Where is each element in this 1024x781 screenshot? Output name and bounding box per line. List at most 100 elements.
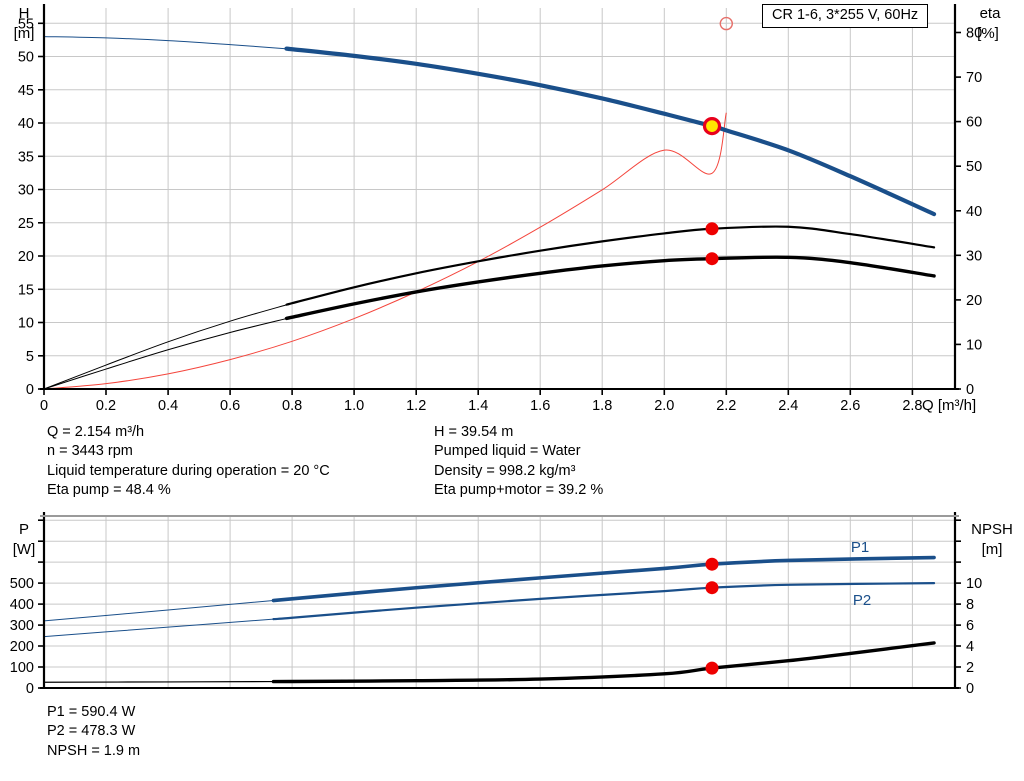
curve-h-head- bbox=[43, 36, 937, 217]
info-liquid-temp: Liquid temperature during operation = 20… bbox=[47, 462, 330, 479]
tick-label-eta: 20 bbox=[966, 293, 982, 309]
axis-label-p-unit: [W] bbox=[13, 541, 36, 558]
curve-segment-thin bbox=[43, 317, 290, 390]
tick-label-q: 1.8 bbox=[592, 398, 612, 414]
red-dot-marker bbox=[705, 252, 719, 266]
tick-label-p: 400 bbox=[10, 597, 34, 613]
series-label-p2: P2 bbox=[853, 592, 871, 609]
curve-p2-lower-black- bbox=[43, 255, 936, 390]
tick-label-p: 100 bbox=[10, 660, 34, 676]
curve-segment-thin bbox=[43, 618, 274, 638]
axis-label-h-unit: [m] bbox=[14, 25, 35, 42]
red-dot-marker bbox=[705, 222, 719, 236]
axis-label-npsh: NPSH bbox=[971, 521, 1013, 538]
info-q: Q = 2.154 m³/h bbox=[47, 424, 145, 440]
tick-label-q: 0 bbox=[40, 398, 48, 414]
info-n: n = 3443 rpm bbox=[47, 443, 133, 460]
tick-label-eta: 0 bbox=[966, 382, 974, 398]
tick-label-eta: 40 bbox=[966, 204, 982, 220]
tick-label-npsh: 4 bbox=[966, 639, 974, 655]
tick-label-h: 15 bbox=[18, 282, 34, 298]
info-p2: P2 = 478.3 W bbox=[47, 723, 136, 740]
curve-segment-thick bbox=[285, 225, 936, 306]
tick-label-h: 0 bbox=[26, 382, 34, 398]
curve-segment-thin bbox=[43, 36, 290, 50]
tick-label-q: 2.4 bbox=[778, 398, 798, 414]
curve-segment-thick bbox=[284, 46, 937, 217]
axis-label-p: P bbox=[19, 521, 29, 538]
tick-label-npsh: 2 bbox=[966, 660, 974, 676]
duty-info-right: H = 39.54 m Pumped liquid = Water Densit… bbox=[434, 423, 603, 501]
tick-label-h: 5 bbox=[26, 349, 34, 365]
pump-title-box: CR 1-6, 3*255 V, 60Hz bbox=[762, 4, 929, 28]
tick-label-h: 45 bbox=[18, 83, 34, 99]
tick-label-q: 0.4 bbox=[158, 398, 178, 414]
tick-label-q: 2.0 bbox=[654, 398, 674, 414]
curve-p1-upper-black- bbox=[43, 225, 936, 390]
tick-label-q: 0.6 bbox=[220, 398, 240, 414]
tick-label-npsh: 8 bbox=[966, 597, 974, 613]
tick-label-h: 25 bbox=[18, 216, 34, 232]
series-label-p1: P1 bbox=[851, 539, 869, 556]
tick-label-eta: 50 bbox=[966, 159, 982, 175]
tick-label-q: 1.0 bbox=[344, 398, 364, 414]
tick-label-h: 20 bbox=[18, 249, 34, 265]
tick-label-q: 0.8 bbox=[282, 398, 302, 414]
tick-label-h: 55 bbox=[18, 16, 34, 32]
tick-label-q: 1.4 bbox=[468, 398, 488, 414]
curve-p2 bbox=[43, 582, 936, 638]
axis-label-npsh-unit: [m] bbox=[982, 541, 1003, 558]
curve-npsh bbox=[43, 641, 936, 684]
tick-label-eta: 60 bbox=[966, 115, 982, 131]
tick-label-q: 1.6 bbox=[530, 398, 550, 414]
curve-segment-thin bbox=[43, 303, 290, 390]
tick-label-p: 0 bbox=[26, 681, 34, 697]
tick-label-p: 300 bbox=[10, 618, 34, 634]
duty-info-left: Q = 2.154 m³/h n = 3443 rpm Liquid tempe… bbox=[47, 423, 330, 501]
axis-label-eta-unit: [%] bbox=[977, 25, 999, 42]
curve-segment-thick bbox=[284, 255, 936, 321]
info-p1: P1 = 590.4 W bbox=[47, 704, 136, 720]
info-pumped-liquid: Pumped liquid = Water bbox=[434, 443, 581, 460]
tick-label-q: 2.8 bbox=[902, 398, 922, 414]
tick-label-npsh: 10 bbox=[966, 576, 982, 592]
axis-label-eta: eta bbox=[980, 5, 1002, 22]
eta-point-marker bbox=[719, 16, 733, 31]
tick-label-eta: 80 bbox=[966, 26, 982, 42]
tick-label-q: 1.2 bbox=[406, 398, 426, 414]
tick-label-q: 2.6 bbox=[840, 398, 860, 414]
info-h: H = 39.54 m bbox=[434, 424, 514, 440]
pump-title: CR 1-6, 3*255 V, 60Hz bbox=[772, 7, 919, 23]
tick-label-p: 500 bbox=[10, 576, 34, 592]
tick-label-h: 50 bbox=[18, 50, 34, 66]
red-dot-marker bbox=[705, 557, 719, 571]
axis-label-q: Q [m³/h] bbox=[922, 397, 976, 414]
power-npsh-chart: 0 100 200 300 400 500 0 2 4 6 8 10 P [W] NPSH [m] P1 P2 bbox=[10, 512, 1013, 697]
tick-label-eta: 10 bbox=[966, 337, 982, 353]
red-dot-marker bbox=[705, 581, 719, 595]
info-npsh: NPSH = 1.9 m bbox=[47, 742, 141, 759]
curve-segment-thick bbox=[272, 582, 936, 621]
axis-label-h: H bbox=[19, 5, 30, 22]
info-eta-pump: Eta pump = 48.4 % bbox=[47, 482, 171, 499]
tick-label-eta: 70 bbox=[966, 70, 982, 86]
tick-label-npsh: 6 bbox=[966, 618, 974, 634]
tick-label-p: 200 bbox=[10, 639, 34, 655]
tick-label-npsh: 0 bbox=[966, 681, 974, 697]
tick-label-h: 30 bbox=[18, 183, 34, 199]
head-efficiency-chart: 0 5 10 15 20 25 30 35 40 45 50 55 0 10 20 30 40 50 60 70 80 0… bbox=[14, 4, 1002, 414]
power-info: P1 = 590.4 W P2 = 478.3 W NPSH = 1.9 m bbox=[47, 703, 140, 761]
tick-label-h: 40 bbox=[18, 116, 34, 132]
curve-p1 bbox=[43, 555, 936, 622]
tick-label-eta: 30 bbox=[966, 248, 982, 264]
red-dot-marker bbox=[705, 661, 719, 675]
tick-label-q: 2.2 bbox=[716, 398, 736, 414]
curve-eta bbox=[43, 112, 727, 390]
curve-segment-thick bbox=[271, 641, 936, 684]
info-eta-pump-motor: Eta pump+motor = 39.2 % bbox=[434, 482, 604, 499]
curve-segment-thick bbox=[271, 555, 936, 603]
curve-segment-thin bbox=[43, 680, 275, 683]
tick-label-h: 10 bbox=[18, 316, 34, 332]
tick-label-q: 0.2 bbox=[96, 398, 116, 414]
curve-segment-thin bbox=[43, 600, 274, 622]
